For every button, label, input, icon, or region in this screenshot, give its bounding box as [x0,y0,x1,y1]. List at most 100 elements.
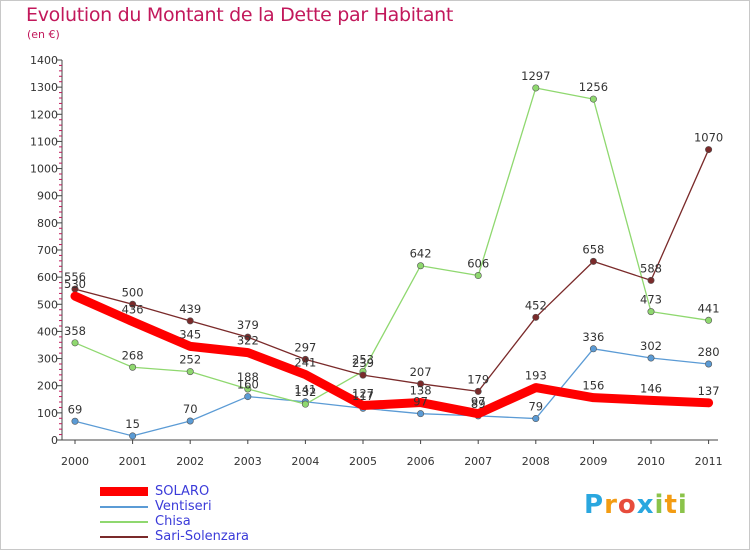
data-label-sari-solenzara: 439 [179,302,201,316]
data-label-solaro: 436 [122,303,144,317]
data-label-solaro: 127 [352,387,374,401]
y-tick-label: 1100 [30,135,58,148]
data-label-solaro: 97 [471,395,486,409]
data-label-solaro: 241 [294,356,316,370]
data-label-ventiseri: 70 [183,402,198,416]
y-tick-label: 0 [51,434,58,447]
data-label-ventiseri: 97 [413,395,428,409]
data-point-sari-solenzara [589,257,597,265]
y-tick-label: 400 [37,325,58,338]
data-label-chisa: 358 [64,324,86,338]
y-tick-label: 800 [37,217,58,230]
data-label-ventiseri: 89 [471,397,486,411]
data-label-ventiseri: 117 [352,389,374,403]
data-point-sari-solenzara [186,317,194,325]
data-label-chisa: 188 [237,370,259,384]
data-label-sari-solenzara: 239 [352,356,374,370]
data-label-sari-solenzara: 207 [410,365,432,379]
data-point-sari-solenzara [474,387,482,395]
data-point-chisa [417,262,425,270]
data-point-chisa [589,95,597,103]
legend-swatch-sari-solenzara [100,536,148,538]
data-point-chisa [532,84,540,92]
data-label-sari-solenzara: 179 [467,372,489,386]
data-point-ventiseri [705,360,713,368]
x-tick-label: 2003 [234,455,262,468]
data-label-sari-solenzara: 556 [64,270,86,284]
data-label-ventiseri: 15 [125,417,140,431]
data-label-chisa: 606 [467,257,489,271]
y-tick-label: 1400 [30,54,58,67]
logo-letter: t [664,490,678,520]
data-label-ventiseri: 160 [237,378,259,392]
legend-label-ventiseri: Ventiseri [155,499,212,514]
x-tick-label: 2000 [61,455,89,468]
data-label-ventiseri: 336 [582,330,604,344]
data-point-ventiseri [647,354,655,362]
data-point-ventiseri [244,393,252,401]
data-point-sari-solenzara [532,313,540,321]
data-point-chisa [71,339,79,347]
data-point-ventiseri [589,345,597,353]
proxiti-logo: Proxiti [584,490,688,520]
x-tick-label: 2005 [349,455,377,468]
y-tick-label: 700 [37,244,58,257]
y-tick-label: 100 [37,407,58,420]
data-label-chisa: 473 [640,293,662,307]
data-label-sari-solenzara: 297 [294,340,316,354]
data-point-chisa [474,272,482,280]
data-point-ventiseri [129,432,137,440]
y-tick-label: 1000 [30,163,58,176]
data-point-sari-solenzara [359,371,367,379]
y-tick-label: 300 [37,353,58,366]
logo-letter: x [636,490,655,520]
x-tick-label: 2007 [464,455,492,468]
data-label-chisa: 642 [410,247,432,261]
data-label-chisa: 253 [352,352,374,366]
logo-letter: o [617,490,637,520]
x-tick-label: 2010 [637,455,665,468]
data-point-sari-solenzara [705,146,713,154]
data-label-solaro: 193 [525,369,547,383]
data-point-chisa [301,400,309,408]
data-point-sari-solenzara [417,380,425,388]
data-label-solaro: 345 [179,327,201,341]
legend-swatch-solaro [100,487,148,496]
legend-swatch-ventiseri [100,506,148,508]
data-point-sari-solenzara [129,300,137,308]
y-tick-label: 200 [37,380,58,393]
data-label-ventiseri: 69 [68,402,83,416]
x-tick-label: 2001 [119,455,147,468]
data-point-ventiseri [186,417,194,425]
data-label-chisa: 1256 [579,80,608,94]
series-line-sari-solenzara [74,148,710,393]
y-tick-label: 600 [37,271,58,284]
x-tick-label: 2008 [522,455,550,468]
data-label-solaro: 156 [582,379,604,393]
data-label-solaro: 138 [410,384,432,398]
data-label-chisa: 1297 [521,69,550,83]
chart-title: Evolution du Montant de la Dette par Hab… [26,4,454,26]
data-point-chisa [129,363,137,371]
data-label-sari-solenzara: 379 [237,318,259,332]
data-label-sari-solenzara: 658 [582,242,604,256]
series-layer [70,84,714,440]
data-label-solaro: 137 [698,384,720,398]
y-tick-label: 900 [37,190,58,203]
legend-swatch-chisa [100,521,148,523]
y-tick-label: 500 [37,298,58,311]
legend-label-sari-solenzara: Sari-Solenzara [155,529,250,544]
data-point-ventiseri [71,417,79,425]
data-point-ventiseri [532,415,540,423]
data-label-sari-solenzara: 500 [122,285,144,299]
data-label-solaro: 530 [64,277,86,291]
series-line-ventiseri [74,348,710,437]
series-line-chisa [74,87,710,405]
data-label-chisa: 268 [122,348,144,362]
data-point-chisa [186,368,194,376]
logo-letter: r [604,490,618,520]
chart-subtitle: (en €) [27,28,60,41]
data-label-ventiseri: 280 [698,345,720,359]
data-label-ventiseri: 302 [640,339,662,353]
